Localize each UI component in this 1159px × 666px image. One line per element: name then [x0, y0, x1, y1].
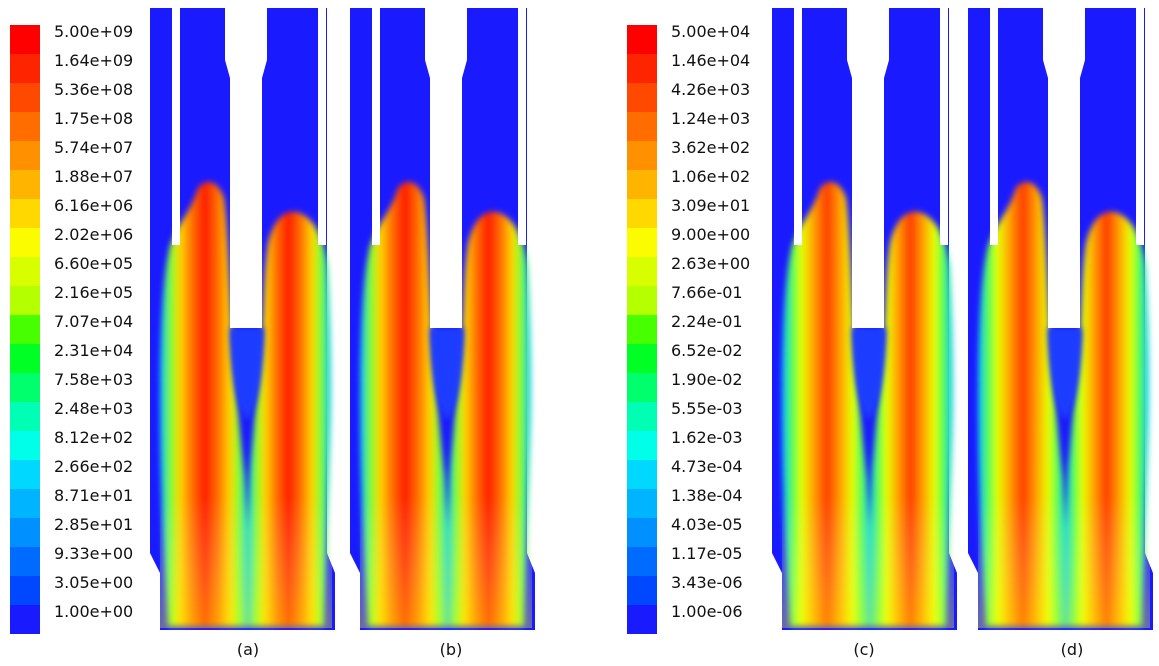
- legend-label: 8.12e+02: [54, 428, 134, 447]
- legend-label: 1.90e-02: [671, 370, 743, 389]
- legend-label: 9.33e+00: [54, 544, 134, 563]
- legend-label: 6.16e+06: [54, 196, 134, 215]
- legend-swatch: [10, 315, 40, 344]
- legend-swatch: [10, 373, 40, 402]
- legend-label: 7.07e+04: [54, 312, 134, 331]
- legend-swatch: [10, 402, 40, 431]
- legend-swatch: [627, 141, 657, 170]
- legend-label: 8.71e+01: [54, 486, 134, 505]
- legend-swatch: [627, 257, 657, 286]
- contour-panel-c: [772, 8, 967, 630]
- contour-plot: [150, 8, 335, 630]
- legend-label: 5.36e+08: [54, 80, 134, 99]
- legend-swatch: [627, 460, 657, 489]
- legend-swatch: [10, 112, 40, 141]
- legend-swatch: [10, 83, 40, 112]
- legend-swatch: [627, 344, 657, 373]
- legend-label: 3.43e-06: [671, 573, 743, 592]
- legend-label: 3.05e+00: [54, 573, 134, 592]
- legend-swatch: [627, 54, 657, 83]
- caption-d: (d): [1060, 640, 1084, 659]
- legend-label: 4.03e-05: [671, 515, 743, 534]
- legend-label: 2.66e+02: [54, 457, 134, 476]
- contour-panel-a: [150, 8, 345, 630]
- legend-right-colorbar: [627, 25, 657, 634]
- legend-swatch: [627, 547, 657, 576]
- caption-c: (c): [853, 640, 875, 659]
- legend-swatch: [10, 54, 40, 83]
- legend-label: 2.48e+03: [54, 399, 134, 418]
- legend-swatch: [627, 83, 657, 112]
- legend-swatch: [10, 141, 40, 170]
- legend-label: 1.75e+08: [54, 109, 134, 128]
- legend-label: 1.17e-05: [671, 544, 743, 563]
- legend-swatch: [627, 170, 657, 199]
- legend-label: 2.16e+05: [54, 283, 134, 302]
- legend-swatch: [10, 228, 40, 257]
- legend-swatch: [627, 518, 657, 547]
- legend-swatch: [10, 344, 40, 373]
- legend-swatch: [10, 605, 40, 634]
- legend-label: 1.64e+09: [54, 51, 134, 70]
- contour-panel-d: [968, 8, 1159, 630]
- legend-swatch: [627, 286, 657, 315]
- legend-label: 2.85e+01: [54, 515, 134, 534]
- contour-panel-b: [350, 8, 545, 630]
- legend-label: 1.24e+03: [671, 109, 751, 128]
- legend-swatch: [10, 170, 40, 199]
- legend-label: 1.38e-04: [671, 486, 743, 505]
- legend-label: 5.00e+09: [54, 22, 134, 41]
- contour-plot: [968, 8, 1153, 630]
- legend-swatch: [627, 489, 657, 518]
- legend-label: 2.24e-01: [671, 312, 743, 331]
- legend-label: 5.74e+07: [54, 138, 134, 157]
- caption-a: (a): [236, 640, 260, 659]
- legend-swatch: [10, 518, 40, 547]
- legend-swatch: [627, 112, 657, 141]
- legend-swatch: [10, 431, 40, 460]
- legend-label: 3.09e+01: [671, 196, 751, 215]
- legend-label: 4.73e-04: [671, 457, 743, 476]
- legend-swatch: [627, 228, 657, 257]
- legend-swatch: [10, 547, 40, 576]
- legend-label: 2.63e+00: [671, 254, 751, 273]
- legend-label: 7.66e-01: [671, 283, 743, 302]
- legend-label: 1.00e-06: [671, 602, 743, 621]
- legend-label: 1.06e+02: [671, 167, 751, 186]
- legend-swatch: [10, 25, 40, 54]
- caption-b: (b): [439, 640, 463, 659]
- legend-swatch: [10, 199, 40, 228]
- legend-label: 7.58e+03: [54, 370, 134, 389]
- legend-swatch: [10, 460, 40, 489]
- legend-label: 9.00e+00: [671, 225, 751, 244]
- legend-swatch: [627, 315, 657, 344]
- legend-label: 2.31e+04: [54, 341, 134, 360]
- legend-label: 5.55e-03: [671, 399, 743, 418]
- legend-label: 1.00e+00: [54, 602, 134, 621]
- contour-plot: [772, 8, 957, 630]
- legend-swatch: [627, 373, 657, 402]
- contour-plot: [350, 8, 535, 630]
- legend-swatch: [627, 605, 657, 634]
- legend-swatch: [627, 431, 657, 460]
- legend-left-colorbar: [10, 25, 40, 634]
- legend-label: 1.62e-03: [671, 428, 743, 447]
- legend-label: 2.02e+06: [54, 225, 134, 244]
- legend-label: 6.60e+05: [54, 254, 134, 273]
- legend-swatch: [627, 199, 657, 228]
- legend-label: 3.62e+02: [671, 138, 751, 157]
- legend-label: 1.46e+04: [671, 51, 751, 70]
- legend-swatch: [627, 25, 657, 54]
- legend-swatch: [10, 576, 40, 605]
- legend-swatch: [627, 402, 657, 431]
- legend-label: 5.00e+04: [671, 22, 751, 41]
- legend-swatch: [10, 286, 40, 315]
- legend-label: 6.52e-02: [671, 341, 743, 360]
- legend-swatch: [627, 576, 657, 605]
- legend-swatch: [10, 257, 40, 286]
- legend-label: 4.26e+03: [671, 80, 751, 99]
- legend-swatch: [10, 489, 40, 518]
- legend-label: 1.88e+07: [54, 167, 134, 186]
